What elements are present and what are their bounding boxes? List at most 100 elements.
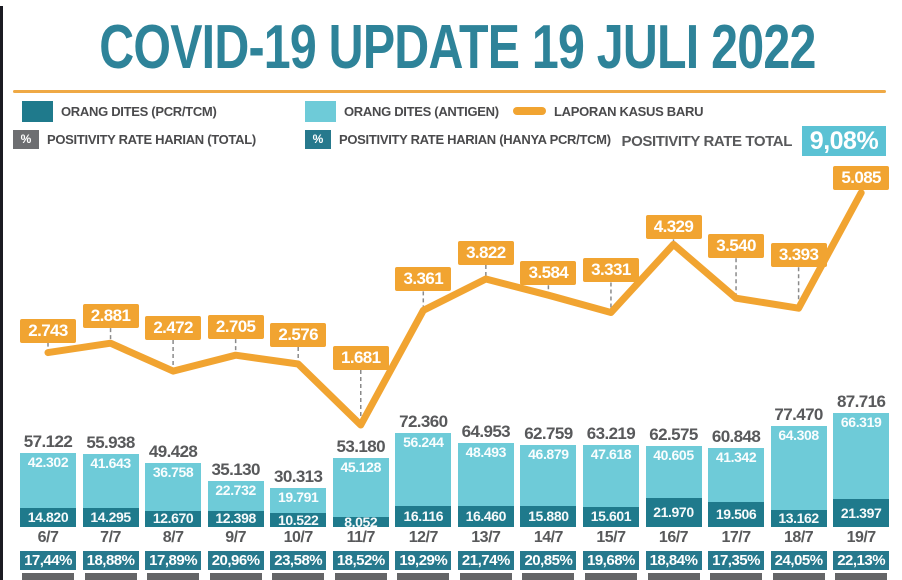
bar-pcr-label: 15.601	[590, 508, 632, 525]
case-count-label: 2.705	[207, 315, 264, 340]
title-underline	[13, 90, 886, 93]
bar-antigen-segment	[395, 432, 452, 507]
bar-antigen-segment	[207, 481, 264, 511]
positivity-rate-gray-stub	[147, 573, 200, 580]
bar-pcr-segment	[770, 509, 827, 527]
bar-pcr-segment	[833, 499, 890, 527]
bar-antigen-label: 41.342	[715, 448, 757, 465]
bar-antigen-segment	[457, 442, 514, 506]
legend-item-rate-pcr: % POSITIVITY RATE HARIAN (HANYA PCR/TCM)	[305, 128, 611, 150]
bar-antigen-label: 40.605	[653, 446, 694, 463]
bar-pcr-segment	[457, 505, 514, 527]
positivity-rate-gray-stub	[209, 573, 262, 580]
legend-item-cases: LAPORAN KASUS BARU	[513, 100, 703, 122]
bar-pcr-segment	[332, 516, 389, 527]
date-label: 11/7	[346, 529, 376, 546]
positivity-rate-gray-stub	[772, 573, 825, 580]
bar-total-label: 72.360	[399, 411, 448, 431]
positivity-rate-box: 23,58%	[270, 551, 327, 570]
bar-pcr-segment	[270, 513, 327, 527]
date-label: 7/7	[100, 529, 121, 546]
bar-pcr-label: 13.162	[778, 509, 819, 526]
bar-total-label: 49.428	[148, 441, 198, 461]
positivity-rate-gray-stub	[459, 573, 512, 580]
bar-pcr-segment	[582, 506, 639, 527]
bar-antigen-segment	[82, 454, 139, 509]
positivity-rate-box: 17,35%	[708, 551, 765, 570]
case-count-label: 3.822	[457, 240, 514, 265]
bar-antigen-label: 56.244	[403, 433, 444, 450]
positivity-rate-box: 19,29%	[395, 551, 452, 570]
bar-total-label: 63.219	[586, 423, 636, 443]
positivity-rate-box: 17,44%	[20, 551, 76, 570]
bar-total-label: 87.716	[836, 392, 886, 411]
bar-pcr-segment	[20, 507, 76, 527]
positivity-rate-gray-stub	[647, 573, 700, 580]
date-label: 16/7	[658, 529, 689, 546]
bar-antigen-label: 46.879	[528, 446, 569, 463]
bar-total-label: 30.313	[273, 466, 323, 486]
bar-total-label: 35.130	[211, 460, 260, 480]
positivity-rate-box: 18,84%	[645, 551, 702, 570]
bar-pcr-segment	[395, 506, 452, 527]
bar-pcr-label: 14.295	[90, 509, 131, 526]
bar-pcr-label: 19.506	[715, 505, 757, 522]
legend-cases-label: LAPORAN KASUS BARU	[554, 103, 704, 119]
bar-total-label: 64.953	[461, 421, 511, 441]
positivity-rate-box: 18,52%	[332, 551, 389, 570]
date-label: 14/7	[533, 529, 564, 546]
bar-pcr-label: 12.398	[215, 510, 256, 527]
bar-antigen-label: 19.791	[277, 488, 319, 505]
bar-antigen-label: 22.732	[215, 482, 256, 499]
bar-antigen-label: 41.643	[90, 455, 131, 472]
case-count-label: 2.472	[145, 316, 202, 341]
bar-antigen-label: 66.319	[840, 414, 882, 430]
bar-total-label: 77.470	[774, 405, 823, 425]
positivity-rate-box: 20,96%	[207, 551, 264, 570]
legend-antigen-label: ORANG DITES (ANTIGEN)	[344, 103, 499, 119]
date-label: 15/7	[596, 529, 626, 546]
antigen-swatch-icon	[305, 100, 336, 122]
bar-total-label: 62.575	[649, 424, 698, 444]
bar-antigen-label: 45.128	[340, 458, 382, 475]
legend-item-pcr: ORANG DITES (PCR/TCM)	[22, 100, 217, 122]
bar-antigen-label: 64.308	[778, 427, 819, 444]
case-count-label: 2.881	[82, 304, 139, 329]
percent-teal-icon: %	[305, 129, 331, 149]
date-label: 17/7	[721, 529, 751, 546]
bar-pcr-label: 14.820	[27, 508, 69, 525]
positivity-rate-box: 21,74%	[457, 551, 514, 570]
percent-gray-icon: %	[13, 129, 39, 149]
positivity-rate-box: 22,13%	[833, 551, 890, 570]
positivity-rate-box: 24,05%	[770, 551, 827, 570]
positivity-rate-box: 18,88%	[82, 551, 139, 570]
case-count-label: 3.540	[708, 234, 765, 259]
positivity-rate-box: 17,89%	[145, 551, 202, 570]
bar-antigen-segment	[708, 447, 765, 502]
date-label: 13/7	[471, 529, 501, 546]
case-count-label: 3.584	[520, 261, 577, 286]
bar-antigen-segment	[582, 444, 639, 507]
legend-rate-total-label: POSITIVITY RATE HARIAN (TOTAL)	[47, 131, 256, 147]
date-label: 10/7	[283, 529, 314, 546]
bar-pcr-label: 16.460	[465, 507, 507, 524]
date-label: 9/7	[225, 529, 247, 546]
case-count-label: 3.393	[770, 243, 827, 268]
positivity-rate-gray-stub	[522, 573, 575, 580]
bar-pcr-label: 21.970	[653, 504, 694, 521]
bar-pcr-label: 12.670	[152, 510, 194, 527]
legend-item-rate-total: % POSITIVITY RATE HARIAN (TOTAL)	[13, 128, 256, 150]
bar-pcr-label: 15.880	[528, 508, 569, 525]
date-label: 6/7	[37, 529, 59, 546]
bar-total-label: 53.180	[336, 436, 386, 456]
bar-pcr-segment	[520, 506, 577, 527]
positivity-rate-gray-stub	[272, 573, 325, 580]
bar-antigen-segment	[520, 445, 577, 507]
positivity-rate-box: 20,85%	[520, 551, 577, 570]
case-count-label: 5.085	[833, 165, 890, 190]
bar-antigen-segment	[770, 426, 827, 510]
bar-pcr-segment	[645, 498, 702, 527]
bar-antigen-segment	[833, 413, 890, 500]
